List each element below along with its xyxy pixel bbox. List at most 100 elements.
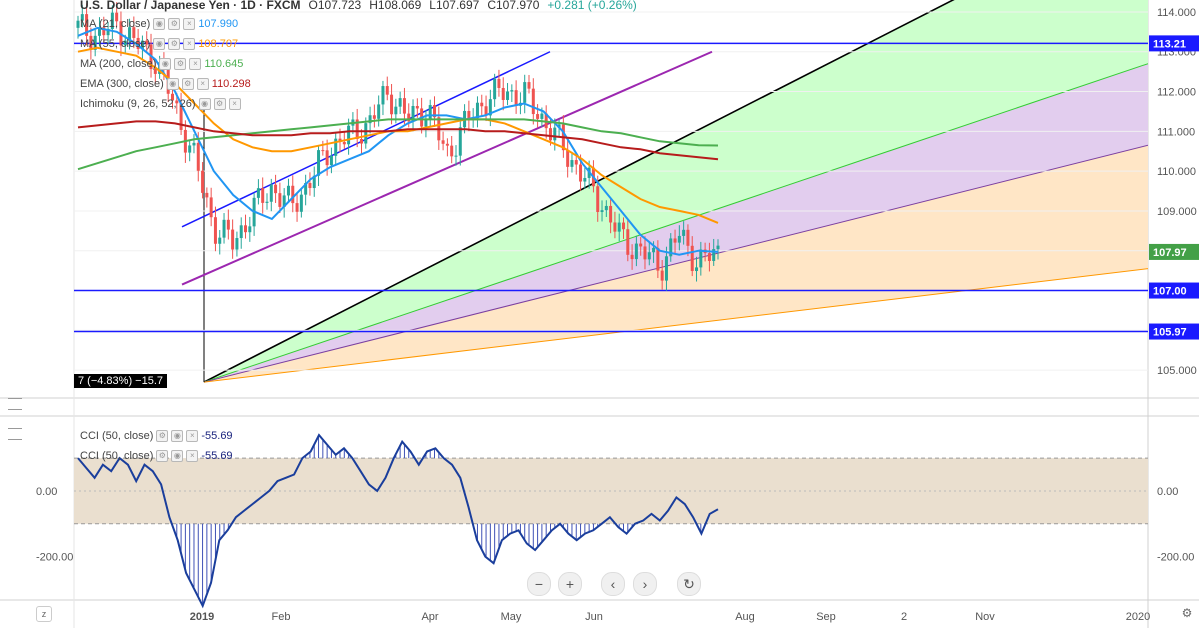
settings-icon[interactable]: ⚙ [181,78,194,90]
time-tick-label: Aug [735,611,755,623]
candle-body [712,249,716,262]
close-icon[interactable]: × [228,98,241,110]
ohlc-low: L107.697 [429,0,480,12]
candle-body [123,40,127,46]
settings-icon[interactable]: ⚙ [168,18,181,30]
price-label: 107.97 [1153,247,1187,259]
candle-body [415,105,419,109]
time-tick-label: Nov [975,611,995,623]
candle-body [308,182,312,189]
close-icon[interactable]: × [189,58,202,70]
legend-item[interactable]: Ichimoku (9, 26, 52, 26) ◉ ⚙ × [80,98,244,110]
candle-body [600,210,604,213]
legend-value: 107.990 [198,18,239,30]
ohlc-high: H108.069 [369,0,422,12]
candle-body [218,237,222,244]
fan-line-purple[interactable] [203,144,1148,383]
candle-body [239,225,243,239]
candle-body [454,155,458,157]
fan-line-main[interactable] [203,0,1148,383]
candle-body [613,222,617,232]
candle-body [630,254,634,260]
candle-body [93,35,97,50]
legend-item[interactable]: EMA (300, close) ◉ ⚙ × 110.298 [80,78,251,90]
candle-body [664,256,668,281]
legend-item[interactable]: MA (55, close) ◉ ⚙ × 108.707 [80,38,238,50]
close-icon[interactable]: × [183,38,196,50]
zoom-in-button[interactable]: + [558,572,582,596]
candle-body [699,249,703,268]
eye-icon[interactable]: ◉ [166,78,179,90]
candle-body [484,106,488,116]
symbol-header: U.S. Dollar / Japanese Yen · 1D · FXCM O… [80,0,637,12]
candle-body [97,27,101,36]
candle-body [368,115,372,124]
price-tick-label: 112.000 [1157,87,1196,99]
candle-body [527,82,531,89]
settings-icon[interactable]: ⚙ [174,58,187,70]
price-label-box [1149,243,1199,260]
candle-body [274,184,278,194]
ma-line-3[interactable] [77,118,719,171]
fan-line-orange[interactable] [203,268,1148,383]
legend-name: EMA (300, close) [80,78,164,90]
ma-line-4[interactable] [77,120,719,161]
settings-icon[interactable]: ⚙ [156,430,169,442]
close-icon[interactable]: × [196,78,209,90]
close-icon[interactable]: × [183,18,196,30]
settings-gear-icon[interactable]: ⚙ [1181,606,1193,620]
candle-body [192,142,196,146]
reset-button[interactable]: ↻ [677,572,701,596]
cci-legend-item[interactable]: CCI (50, close) ⚙ ◉ × -55.69 [80,450,233,462]
candle-body [514,90,518,106]
candle-body [231,229,235,250]
candle-body [355,119,359,140]
candle-body [295,203,299,212]
cci-legend-value: -55.69 [201,450,233,462]
legend-value: 110.645 [204,58,244,70]
time-tick-label: Feb [272,611,291,623]
eye-icon[interactable]: ◉ [171,430,184,442]
candle-body [179,103,183,130]
close-icon[interactable]: × [186,430,199,442]
price-label-box [1149,282,1199,299]
candle-body [501,87,505,100]
eye-icon[interactable]: ◉ [159,58,172,70]
candle-body [609,205,613,223]
cci-legend-item[interactable]: CCI (50, close) ⚙ ◉ × -55.69 [80,430,233,442]
price-label-box [1149,35,1199,52]
eye-icon[interactable]: ◉ [153,18,166,30]
settings-icon[interactable]: ⚙ [168,38,181,50]
expand-icon[interactable] [8,428,22,440]
candle-body [411,105,415,122]
candle-body [497,78,501,88]
settings-icon[interactable]: ⚙ [213,98,226,110]
timezone-icon[interactable]: z [36,606,52,622]
candle-body [677,235,681,243]
close-icon[interactable]: × [186,450,199,462]
symbol-title[interactable]: U.S. Dollar / Japanese Yen · 1D · FXCM [80,0,301,12]
legend-name: MA (200, close) [80,58,157,70]
legend-value: 108.707 [198,38,239,50]
candle-body [424,119,428,127]
compare-icon[interactable] [8,398,22,410]
candle-body [617,222,621,232]
legend-item[interactable]: MA (21, close) ◉ ⚙ × 107.990 [80,18,238,30]
candle-body [329,155,333,166]
settings-icon[interactable]: ⚙ [156,450,169,462]
eye-icon[interactable]: ◉ [153,38,166,50]
fan-line-green[interactable] [203,63,1148,383]
candle-body [660,270,664,281]
time-tick-label: 2 [901,611,907,623]
candle-body [372,115,376,119]
eye-icon[interactable]: ◉ [171,450,184,462]
eye-icon[interactable]: ◉ [198,98,211,110]
cci-line[interactable] [77,433,719,609]
scroll-right-button[interactable]: › [633,572,657,596]
legend-item[interactable]: MA (200, close) ◉ ⚙ × 110.645 [80,58,243,70]
time-tick-label: May [501,611,522,623]
channel-bottom-line[interactable] [181,50,713,286]
zoom-out-button[interactable]: − [527,572,551,596]
scroll-left-button[interactable]: ‹ [601,572,625,596]
